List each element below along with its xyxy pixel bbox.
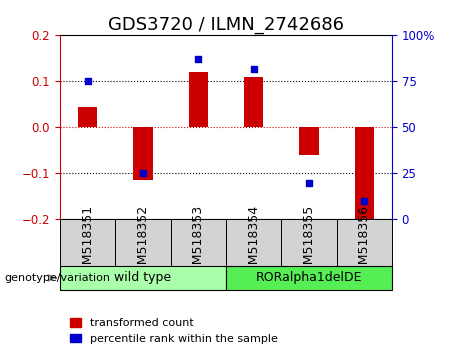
Bar — [133, 127, 153, 181]
Point — [250, 66, 257, 72]
Text: RORalpha1delDE: RORalpha1delDE — [255, 272, 362, 284]
Text: GSM518356: GSM518356 — [358, 204, 371, 281]
Text: genotype/variation: genotype/variation — [5, 273, 111, 283]
Bar — [355, 127, 374, 219]
Text: GSM518352: GSM518352 — [136, 204, 149, 281]
FancyBboxPatch shape — [226, 266, 392, 290]
FancyBboxPatch shape — [171, 219, 226, 266]
Text: GSM518353: GSM518353 — [192, 204, 205, 281]
Bar — [244, 77, 263, 127]
Bar — [299, 127, 319, 155]
FancyBboxPatch shape — [337, 219, 392, 266]
Point — [195, 57, 202, 62]
Title: GDS3720 / ILMN_2742686: GDS3720 / ILMN_2742686 — [108, 16, 344, 34]
FancyBboxPatch shape — [115, 219, 171, 266]
Bar — [189, 72, 208, 127]
Text: GSM518351: GSM518351 — [81, 204, 94, 281]
Text: wild type: wild type — [114, 272, 171, 284]
Text: GSM518355: GSM518355 — [302, 204, 315, 281]
FancyBboxPatch shape — [226, 219, 281, 266]
FancyBboxPatch shape — [60, 266, 226, 290]
Text: GSM518354: GSM518354 — [247, 204, 260, 281]
Bar — [78, 107, 97, 127]
Point — [305, 180, 313, 185]
FancyBboxPatch shape — [281, 219, 337, 266]
Legend: transformed count, percentile rank within the sample: transformed count, percentile rank withi… — [65, 314, 282, 348]
Point — [361, 198, 368, 204]
Point — [139, 171, 147, 176]
Point — [84, 79, 91, 84]
FancyBboxPatch shape — [60, 219, 115, 266]
